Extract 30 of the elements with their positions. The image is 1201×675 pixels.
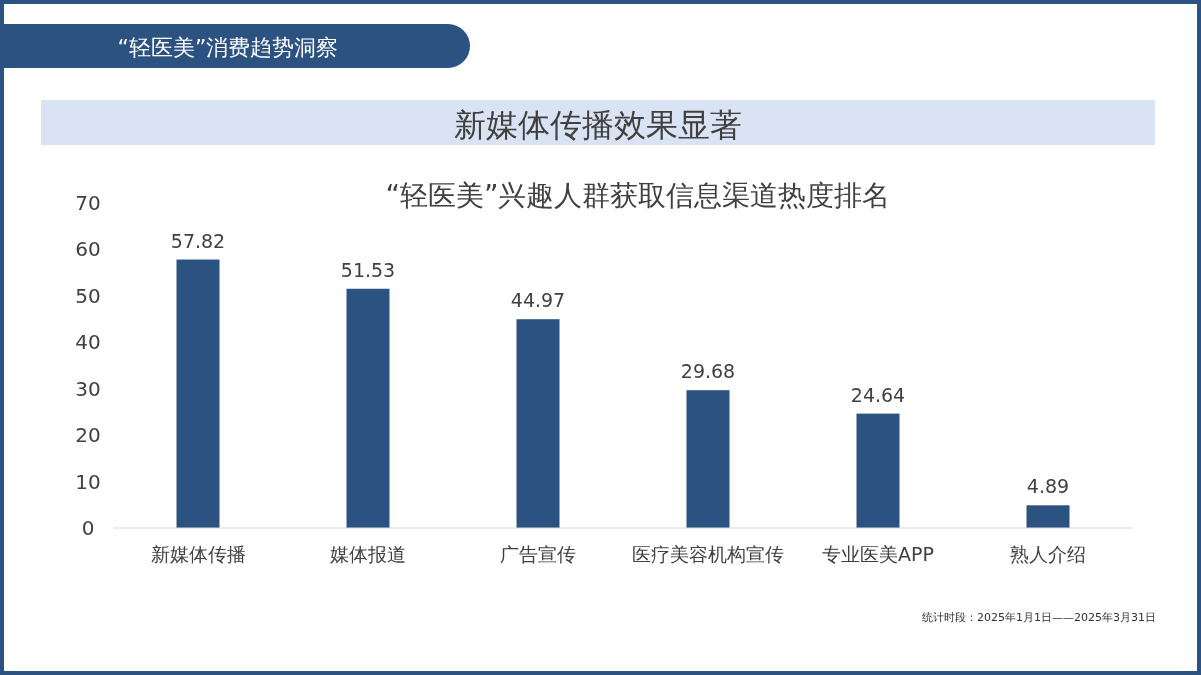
- data-label: 44.97: [510, 289, 566, 312]
- bar: [1026, 505, 1070, 528]
- data-label: 51.53: [340, 258, 396, 281]
- y-tick-label: 50: [75, 283, 101, 308]
- bar: [516, 319, 560, 528]
- bar: [176, 259, 220, 528]
- y-tick-label: 0: [81, 516, 95, 540]
- data-label: 57.82: [170, 229, 226, 252]
- data-label: 24.64: [850, 383, 906, 406]
- bar: [346, 288, 390, 528]
- text: “轻医美”消费趋势洞察: [117, 35, 339, 60]
- x-tick-label: 专业医美APP: [822, 543, 934, 565]
- y-tick-label: 70: [75, 191, 101, 215]
- x-tick-label: 媒体报道: [330, 543, 406, 565]
- x-tick-label: 新媒体传播: [150, 543, 246, 565]
- y-tick-label: 40: [75, 330, 101, 355]
- data-label: 29.68: [680, 360, 736, 383]
- y-tick-label: 60: [75, 237, 101, 262]
- x-tick-label: 医疗美容机构宣传: [632, 543, 784, 565]
- data-label: 4.89: [1026, 475, 1070, 498]
- text: 统计时段：2025年1月1日——2025年3月31日: [922, 611, 1156, 624]
- x-tick-label: 广告宣传: [500, 543, 576, 565]
- y-tick-label: 30: [75, 376, 101, 401]
- y-tick-label: 10: [75, 469, 101, 494]
- bar: [856, 413, 900, 528]
- chart-subtitle: “轻医美”兴趣人群获取信息渠道热度排名: [385, 179, 891, 212]
- x-tick-label: 熟人介绍: [1010, 543, 1086, 565]
- y-tick-label: 20: [75, 423, 101, 448]
- bar: [686, 390, 730, 528]
- chart-title: 新媒体传播效果显著: [454, 106, 742, 144]
